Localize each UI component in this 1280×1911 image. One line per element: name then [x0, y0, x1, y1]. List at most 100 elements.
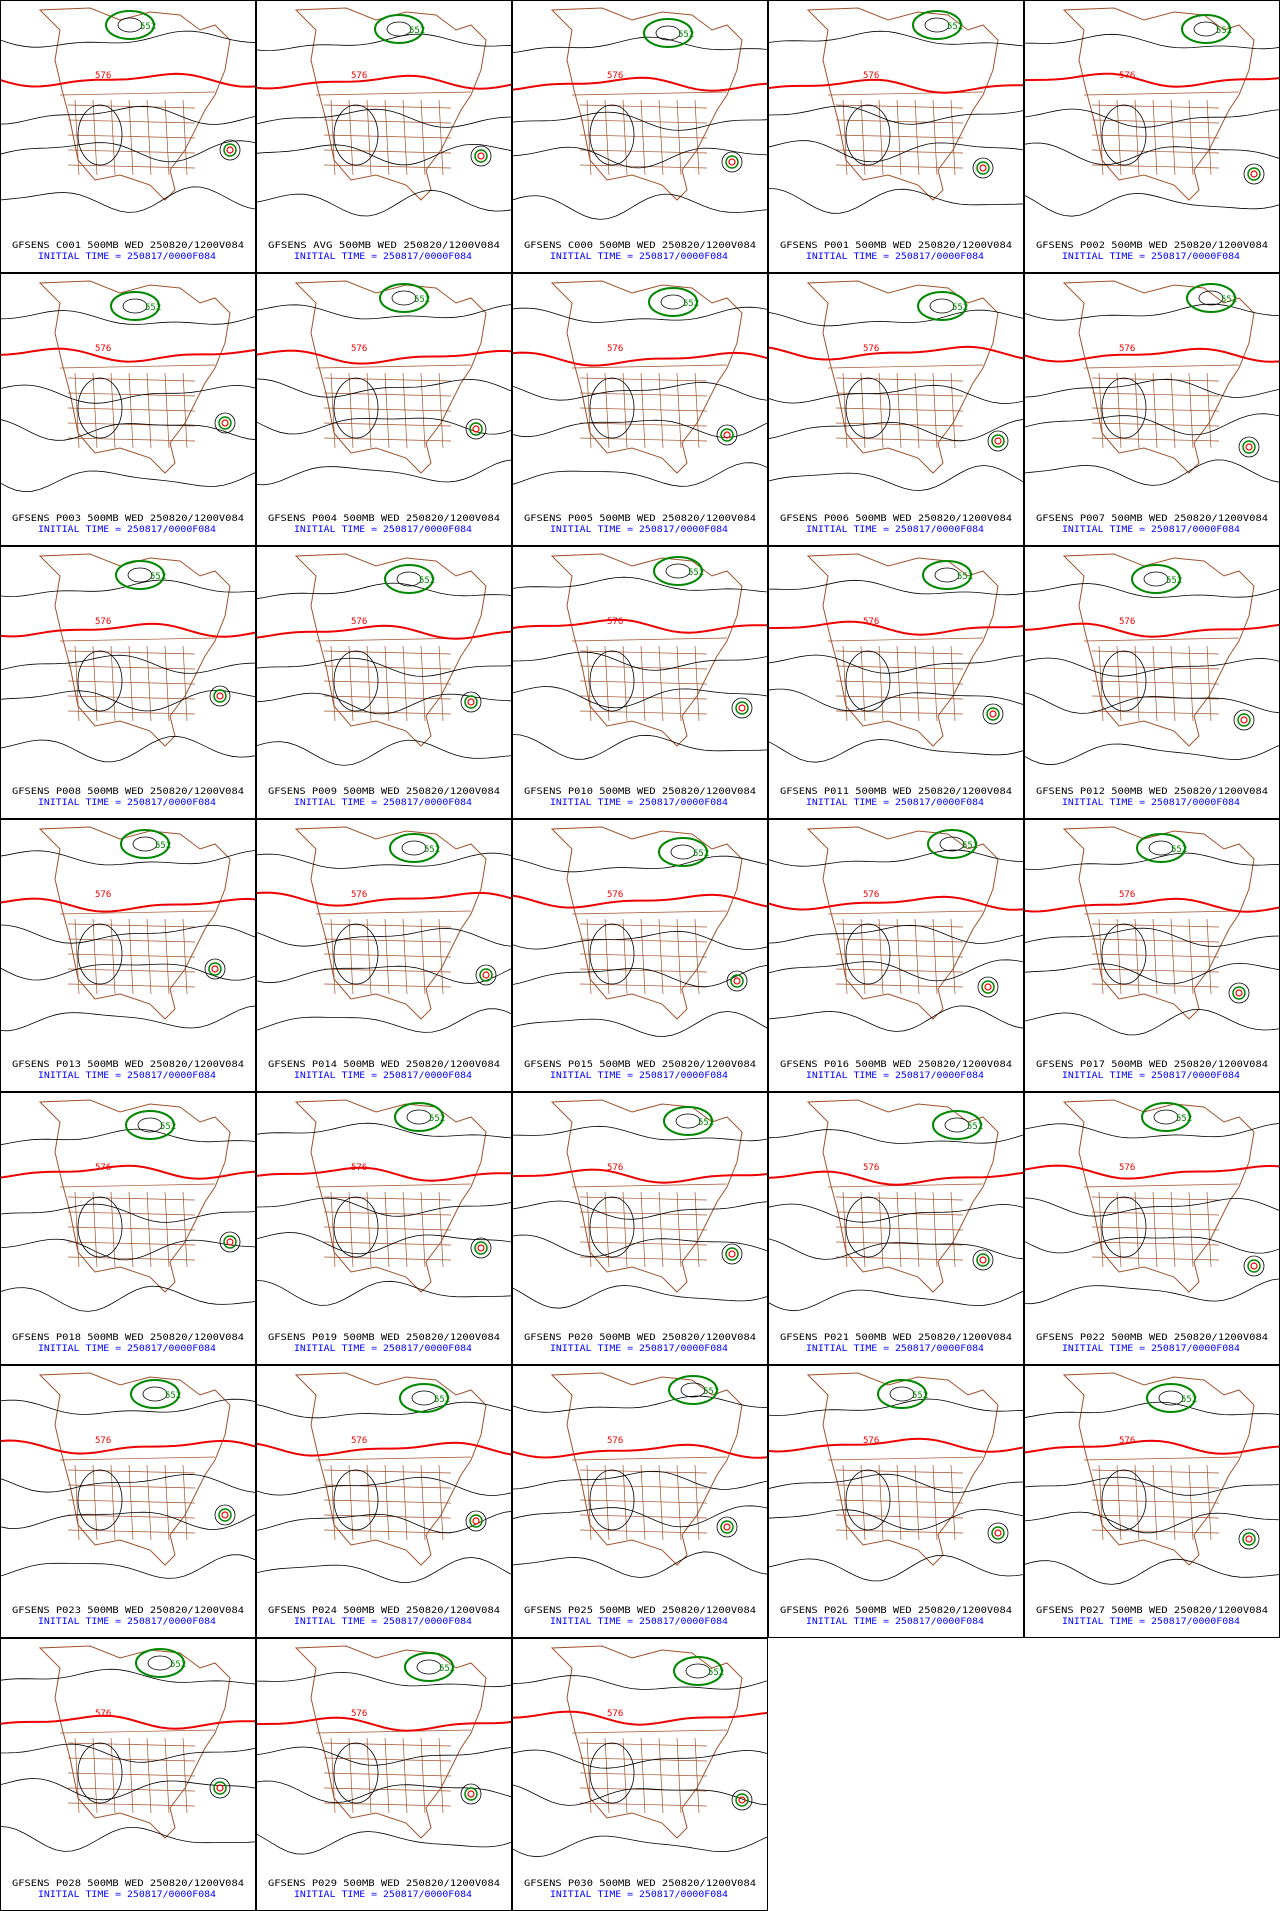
contour-low — [939, 836, 965, 852]
hurricane — [460, 1783, 482, 1805]
contour — [256, 189, 512, 217]
panel-title: GFSENS P017 500MB WED 250820/1200V084 — [1036, 1060, 1268, 1070]
contour-552 — [1131, 564, 1181, 594]
panel-title: GFSENS P020 500MB WED 250820/1200V084 — [524, 1333, 756, 1343]
state-line — [579, 149, 708, 154]
contour — [256, 33, 512, 52]
hurricane — [216, 692, 224, 700]
map-panel: 576 552 GFSENS P001 500MB WED 250820/1200V… — [768, 0, 1024, 273]
map-panel: 576 552 GFSENS P006 500MB WED 250820/1200V… — [768, 273, 1024, 546]
hurricane — [472, 425, 480, 433]
state-line — [579, 1529, 708, 1534]
contour — [768, 418, 1024, 442]
state-line — [323, 1772, 452, 1777]
contour-552 — [384, 564, 434, 594]
panel-title: GFSENS P027 500MB WED 250820/1200V084 — [1036, 1606, 1268, 1616]
state-line — [67, 938, 196, 943]
contour — [512, 1505, 768, 1528]
state-line — [92, 918, 98, 995]
state-line — [67, 1742, 196, 1747]
contour-576 — [0, 1714, 256, 1730]
contour — [256, 1476, 512, 1496]
contour-low — [889, 1386, 915, 1402]
contour-576 — [256, 349, 512, 365]
panel-border — [768, 0, 1024, 273]
hurricane — [1247, 167, 1261, 181]
hurricane — [470, 1237, 492, 1259]
state-line — [1134, 918, 1140, 995]
state-line — [835, 983, 964, 988]
border-line — [59, 1729, 216, 1734]
state-line — [622, 1191, 628, 1268]
contour-576 — [256, 74, 512, 90]
contour — [845, 650, 891, 712]
contour — [512, 462, 768, 487]
state-line — [74, 1464, 80, 1541]
hurricane — [723, 1523, 731, 1531]
state-line — [402, 918, 408, 995]
contour-low — [944, 1117, 970, 1133]
state-line — [323, 1499, 452, 1504]
contour-label: 576 — [95, 1163, 111, 1173]
state-line — [1134, 1191, 1140, 1268]
state-line — [1098, 372, 1104, 449]
contour-552 — [932, 1110, 982, 1140]
state-lines — [571, 637, 728, 722]
panel-border — [256, 819, 512, 1092]
state-line — [323, 710, 452, 715]
state-line — [579, 953, 708, 958]
contour-label: 576 — [351, 617, 367, 627]
state-line — [622, 372, 628, 449]
contour — [256, 1280, 512, 1306]
state-line — [1091, 1211, 1220, 1216]
state-lines — [59, 1456, 216, 1541]
contour — [768, 1473, 1024, 1493]
state-line — [323, 680, 452, 685]
state-line — [323, 1787, 452, 1792]
state-line — [67, 1484, 196, 1489]
contour — [768, 465, 1024, 491]
contour-576 — [512, 1710, 768, 1726]
contour — [0, 850, 256, 866]
contour-552 — [658, 837, 708, 867]
contour — [845, 1196, 891, 1258]
hurricane — [1250, 1262, 1258, 1270]
contour — [512, 576, 768, 593]
state-line — [1091, 953, 1220, 958]
state-line — [67, 1529, 196, 1534]
contour — [1024, 657, 1280, 677]
contour — [0, 1398, 256, 1415]
contour-label: 576 — [95, 890, 111, 900]
contour — [0, 140, 256, 163]
initial-time: INITIAL TIME = 250817/0000F084 — [294, 252, 472, 262]
contour — [845, 377, 891, 439]
panel-title: GFSENS P007 500MB WED 250820/1200V084 — [1036, 514, 1268, 524]
contour — [77, 923, 123, 985]
coastline — [38, 1645, 231, 1839]
contour — [1024, 1278, 1280, 1305]
state-line — [323, 650, 452, 655]
state-line — [640, 99, 646, 176]
panel-title: GFSENS P019 500MB WED 250820/1200V084 — [268, 1333, 500, 1343]
state-line — [74, 1191, 80, 1268]
map-panel: 576 552 GFSENS P026 500MB WED 250820/1200V… — [768, 1365, 1024, 1638]
state-line — [579, 1469, 708, 1474]
contour — [256, 1746, 512, 1766]
initial-time: INITIAL TIME = 250817/0000F084 — [294, 525, 472, 535]
state-line — [1152, 1464, 1158, 1541]
state-line — [835, 680, 964, 685]
map-panel: 576 552 GFSENS P004 500MB WED 250820/1200V… — [256, 273, 512, 546]
state-line — [835, 665, 964, 670]
panel-border — [256, 1092, 512, 1365]
contour-low — [929, 298, 955, 314]
contour-low — [655, 25, 681, 41]
state-line — [579, 1742, 708, 1747]
contour — [0, 1238, 256, 1261]
state-line — [579, 1226, 708, 1231]
border-line — [571, 364, 728, 369]
contour — [589, 1469, 635, 1531]
hurricane — [213, 689, 227, 703]
hurricane — [474, 1241, 488, 1255]
state-line — [579, 695, 708, 700]
hurricane — [477, 152, 485, 160]
